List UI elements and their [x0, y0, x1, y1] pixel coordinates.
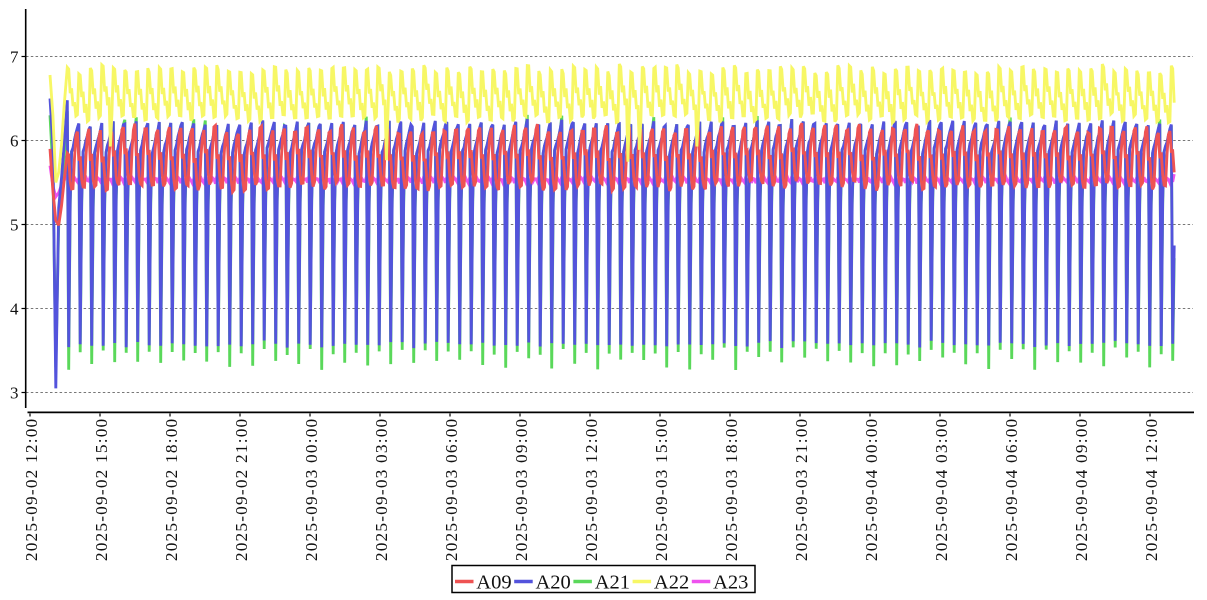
svg-text:2025-09-04 03:00: 2025-09-04 03:00: [932, 418, 951, 562]
svg-text:2025-09-04 00:00: 2025-09-04 00:00: [862, 418, 881, 562]
svg-text:5: 5: [10, 216, 19, 235]
svg-text:2025-09-03 06:00: 2025-09-03 06:00: [442, 418, 461, 562]
svg-text:A20: A20: [536, 571, 571, 593]
svg-text:2025-09-02 18:00: 2025-09-02 18:00: [162, 418, 181, 562]
svg-text:2025-09-02 15:00: 2025-09-02 15:00: [92, 418, 111, 562]
svg-text:7: 7: [10, 48, 19, 67]
svg-text:2025-09-02 21:00: 2025-09-02 21:00: [232, 418, 251, 562]
svg-text:2025-09-04 12:00: 2025-09-04 12:00: [1142, 418, 1161, 562]
svg-text:6: 6: [10, 132, 19, 151]
svg-text:2025-09-04 06:00: 2025-09-04 06:00: [1002, 418, 1021, 562]
svg-text:2025-09-03 12:00: 2025-09-03 12:00: [582, 418, 601, 562]
svg-text:A09: A09: [476, 571, 511, 593]
svg-text:2025-09-03 21:00: 2025-09-03 21:00: [792, 418, 811, 562]
svg-text:2025-09-03 15:00: 2025-09-03 15:00: [652, 418, 671, 562]
svg-text:A22: A22: [654, 571, 689, 593]
svg-text:4: 4: [10, 300, 19, 319]
svg-text:3: 3: [10, 384, 19, 403]
svg-text:2025-09-03 18:00: 2025-09-03 18:00: [722, 418, 741, 562]
svg-text:2025-09-03 03:00: 2025-09-03 03:00: [372, 418, 391, 562]
svg-text:2025-09-02 12:00: 2025-09-02 12:00: [22, 418, 41, 562]
svg-text:2025-09-03 00:00: 2025-09-03 00:00: [302, 418, 321, 562]
svg-text:2025-09-03 09:00: 2025-09-03 09:00: [512, 418, 531, 562]
svg-text:A21: A21: [595, 571, 630, 593]
svg-text:2025-09-04 09:00: 2025-09-04 09:00: [1072, 418, 1091, 562]
svg-text:A23: A23: [713, 571, 748, 593]
